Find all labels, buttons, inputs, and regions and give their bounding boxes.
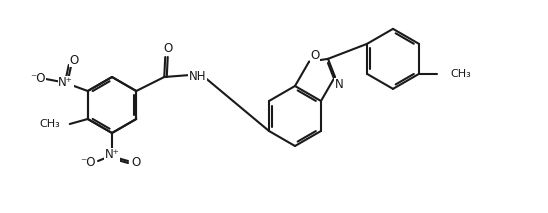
Text: O: O bbox=[164, 43, 173, 56]
Text: N⁺: N⁺ bbox=[58, 76, 73, 89]
Text: N⁺: N⁺ bbox=[105, 148, 119, 161]
Text: O: O bbox=[310, 49, 319, 62]
Text: O: O bbox=[69, 53, 78, 66]
Text: CH₃: CH₃ bbox=[39, 119, 60, 129]
Text: O: O bbox=[132, 157, 141, 170]
Text: CH₃: CH₃ bbox=[450, 69, 471, 79]
Text: N: N bbox=[335, 78, 344, 91]
Text: ⁻O: ⁻O bbox=[30, 72, 45, 85]
Text: ⁻O: ⁻O bbox=[80, 157, 96, 170]
Text: NH: NH bbox=[189, 71, 206, 83]
